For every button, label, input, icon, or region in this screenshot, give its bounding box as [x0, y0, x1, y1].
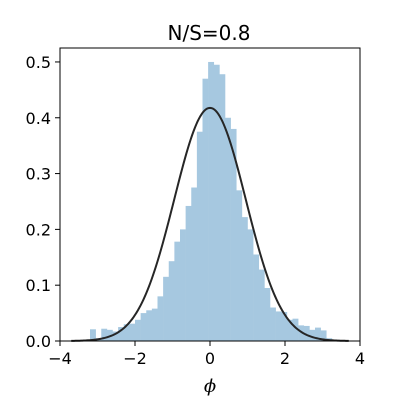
y-tick-label: 0.3 [26, 165, 51, 184]
histogram-bar [275, 311, 282, 341]
histogram-bar [202, 78, 209, 341]
histogram-bar [281, 311, 288, 341]
histogram-bar [298, 325, 305, 341]
x-axis-label: ϕ [204, 376, 216, 397]
x-tick-label: 2 [280, 349, 290, 368]
x-tick-label: −4 [48, 349, 72, 368]
histogram-bar [315, 327, 321, 341]
x-tick-label: 0 [205, 349, 215, 368]
histogram-bar [241, 217, 248, 341]
histogram-bar [157, 296, 164, 341]
histogram-bar [168, 261, 175, 341]
histogram-bar [112, 331, 119, 341]
histogram-bar [264, 287, 271, 341]
histogram-bar [208, 61, 215, 341]
histogram-bar [247, 229, 254, 341]
histogram-bar [286, 319, 293, 341]
y-tick-label: 0.2 [26, 220, 51, 239]
histogram-bar [180, 229, 186, 341]
histogram-bar [140, 313, 147, 341]
histogram-bar [163, 276, 170, 341]
chart-title: N/S=0.8 [168, 21, 251, 45]
histogram-bar [236, 190, 243, 341]
y-tick-label: 0.0 [26, 332, 51, 351]
histogram-bar [123, 324, 130, 341]
histogram-bar [118, 327, 125, 341]
histogram-bar [230, 128, 237, 341]
y-axis-ticks: 0.0 0.1 0.2 0.3 0.4 0.5 [26, 53, 60, 351]
histogram-bar [213, 64, 220, 341]
histogram-bar [309, 329, 316, 341]
histogram-bar [196, 131, 203, 341]
y-tick-label: 0.4 [26, 109, 51, 128]
histogram-bar [253, 254, 260, 341]
histogram-bar [151, 308, 158, 341]
histogram-bar [320, 330, 327, 341]
histogram-bar [146, 310, 153, 341]
histogram-bar [258, 269, 265, 341]
histogram-bar [303, 325, 310, 341]
x-tick-label: 4 [355, 349, 365, 368]
histogram-bars [90, 61, 333, 342]
density-curve [71, 106, 349, 342]
x-tick-label: −2 [123, 349, 147, 368]
histogram-bar [101, 328, 108, 341]
histogram-bar [292, 318, 299, 341]
y-tick-label: 0.1 [26, 276, 51, 295]
histogram-bar [219, 74, 226, 342]
histogram-bar [270, 307, 276, 341]
y-tick-label: 0.5 [26, 53, 51, 72]
histogram-bar [225, 117, 231, 341]
x-axis-ticks: −4 −2 0 2 4 [48, 341, 365, 368]
histogram-bar [174, 241, 181, 341]
histogram-bar [129, 323, 136, 341]
histogram-bar [135, 319, 141, 341]
histogram-bar [191, 187, 198, 341]
histogram-bar [90, 329, 96, 341]
histogram-bar [185, 205, 192, 341]
